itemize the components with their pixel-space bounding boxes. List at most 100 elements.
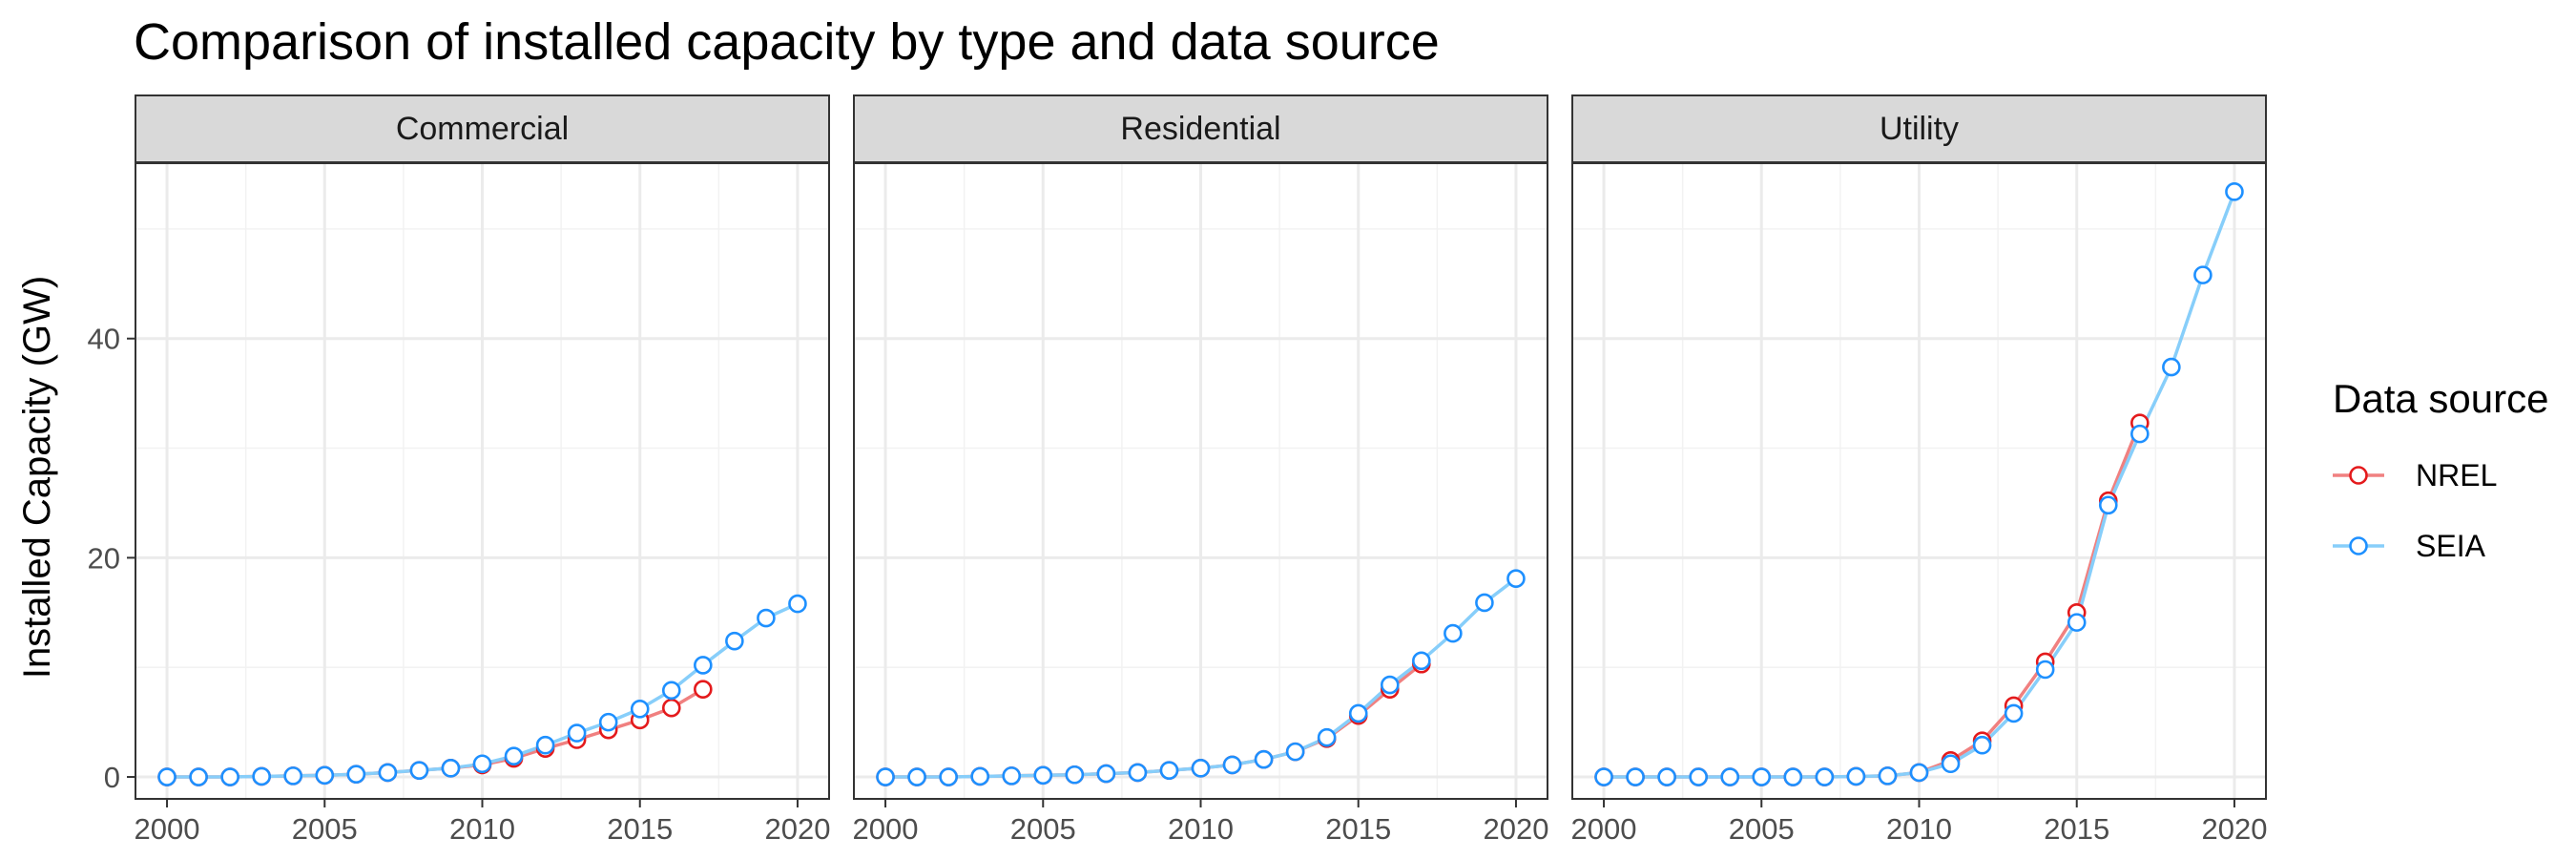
y-axis-title: Installed Capacity (GW) (16, 276, 58, 679)
data-point-seia (1815, 767, 1835, 786)
legend-label: NREL (2416, 458, 2497, 492)
panel-commercial: Commercial 2000 2005 2010 2015 2020 0 20 40 (88, 94, 830, 846)
data-point-seia (1348, 703, 1368, 723)
x-tick-label: 2000 (853, 812, 919, 846)
data-point-seia (1444, 623, 1463, 643)
data-point-seia (970, 766, 989, 786)
data-point-seia (1222, 755, 1242, 775)
data-point-seia (788, 594, 807, 614)
data-point-seia (567, 723, 587, 743)
x-tick-label: 2015 (2044, 812, 2109, 846)
data-point-seia (346, 765, 366, 784)
x-tick-label: 2000 (135, 812, 200, 846)
legend-marker (2349, 536, 2368, 555)
x-tick-label: 2010 (449, 812, 515, 846)
data-point-seia (1128, 763, 1148, 783)
data-point-seia (661, 681, 681, 701)
x-tick-label: 2005 (292, 812, 358, 846)
facet-strip-label: Commercial (396, 111, 569, 147)
data-point-seia (1380, 675, 1400, 695)
data-point-seia (2067, 613, 2087, 632)
x-tick-label: 2005 (1729, 812, 1795, 846)
data-point-seia (2193, 265, 2212, 284)
data-point-seia (1689, 767, 1708, 786)
data-point-seia (409, 761, 429, 780)
data-point-nrel (694, 680, 713, 699)
facet-strip (1571, 94, 2267, 163)
data-point-seia (1941, 754, 1961, 774)
data-point-seia (1846, 766, 1866, 786)
data-point-seia (1626, 767, 1645, 786)
x-tick-label: 2000 (1571, 812, 1637, 846)
data-point-seia (1972, 735, 1992, 755)
data-point-seia (1506, 569, 1526, 588)
data-point-seia (1065, 765, 1085, 785)
data-point-seia (535, 735, 555, 755)
data-point-seia (1909, 763, 1929, 783)
panel-utility: Utility 2000 2005 2010 2015 2020 (1571, 94, 2267, 846)
data-point-seia (378, 763, 398, 783)
data-point-seia (1594, 767, 1613, 786)
legend-entry-nrel: NREL (2333, 458, 2497, 492)
data-point-seia (757, 608, 776, 628)
facet-strip (853, 94, 1548, 163)
legend-marker (2349, 466, 2368, 485)
data-point-seia (1720, 767, 1740, 786)
x-tick-label: 2020 (1483, 812, 1548, 846)
data-point-seia (939, 767, 958, 786)
data-point-seia (694, 656, 713, 675)
x-tick-label: 2020 (2201, 812, 2267, 846)
data-point-seia (725, 631, 744, 651)
y-tick-label: 20 (88, 541, 120, 575)
panel-residential: Residential 2000 2005 2010 2015 2020 (853, 94, 1548, 846)
legend-label: SEIA (2416, 529, 2486, 563)
data-point-seia (157, 767, 177, 786)
x-tick-label: 2020 (764, 812, 830, 846)
x-tick-label: 2005 (1010, 812, 1076, 846)
data-point-seia (1657, 767, 1676, 786)
data-point-seia (1412, 651, 1431, 671)
data-point-seia (1783, 767, 1803, 786)
data-point-seia (1096, 764, 1116, 784)
data-point-seia (1254, 749, 1274, 769)
data-point-seia (1475, 593, 1494, 613)
x-tick-label: 2010 (1886, 812, 1952, 846)
facet-strip (135, 94, 830, 163)
x-tick-label: 2010 (1168, 812, 1234, 846)
data-point-seia (2035, 660, 2055, 680)
x-tick-label: 2015 (607, 812, 673, 846)
data-point-seia (315, 765, 335, 786)
data-point-seia (1159, 761, 1179, 780)
data-point-seia (472, 754, 492, 774)
data-point-seia (907, 767, 926, 786)
data-point-seia (283, 766, 303, 786)
facet-strip-label: Residential (1120, 111, 1280, 147)
data-point-seia (598, 712, 618, 732)
y-tick-label: 40 (88, 323, 120, 356)
data-point-seia (2162, 357, 2181, 377)
data-point-seia (630, 700, 650, 719)
data-point-seia (252, 766, 271, 786)
legend-title: Data source (2333, 376, 2548, 421)
legend: Data source NREL SEIA (2333, 376, 2548, 563)
data-point-seia (1317, 727, 1337, 747)
data-point-seia (220, 767, 239, 786)
data-point-seia (2004, 703, 2024, 723)
data-point-seia (1033, 765, 1053, 786)
data-point-seia (1002, 766, 1022, 786)
chart-title: Comparison of installed capacity by type… (134, 13, 1440, 71)
data-point-seia (876, 767, 895, 786)
data-point-seia (189, 767, 208, 786)
facet-strip-label: Utility (1880, 111, 1959, 147)
x-tick-label: 2015 (1325, 812, 1391, 846)
data-point-seia (1752, 767, 1772, 786)
data-point-seia (2130, 424, 2150, 444)
data-point-seia (441, 759, 461, 778)
y-tick-label: 0 (104, 761, 120, 794)
data-point-seia (504, 746, 524, 766)
legend-entry-seia: SEIA (2333, 529, 2486, 563)
data-point-seia (2225, 182, 2244, 201)
data-point-seia (1878, 766, 1898, 786)
